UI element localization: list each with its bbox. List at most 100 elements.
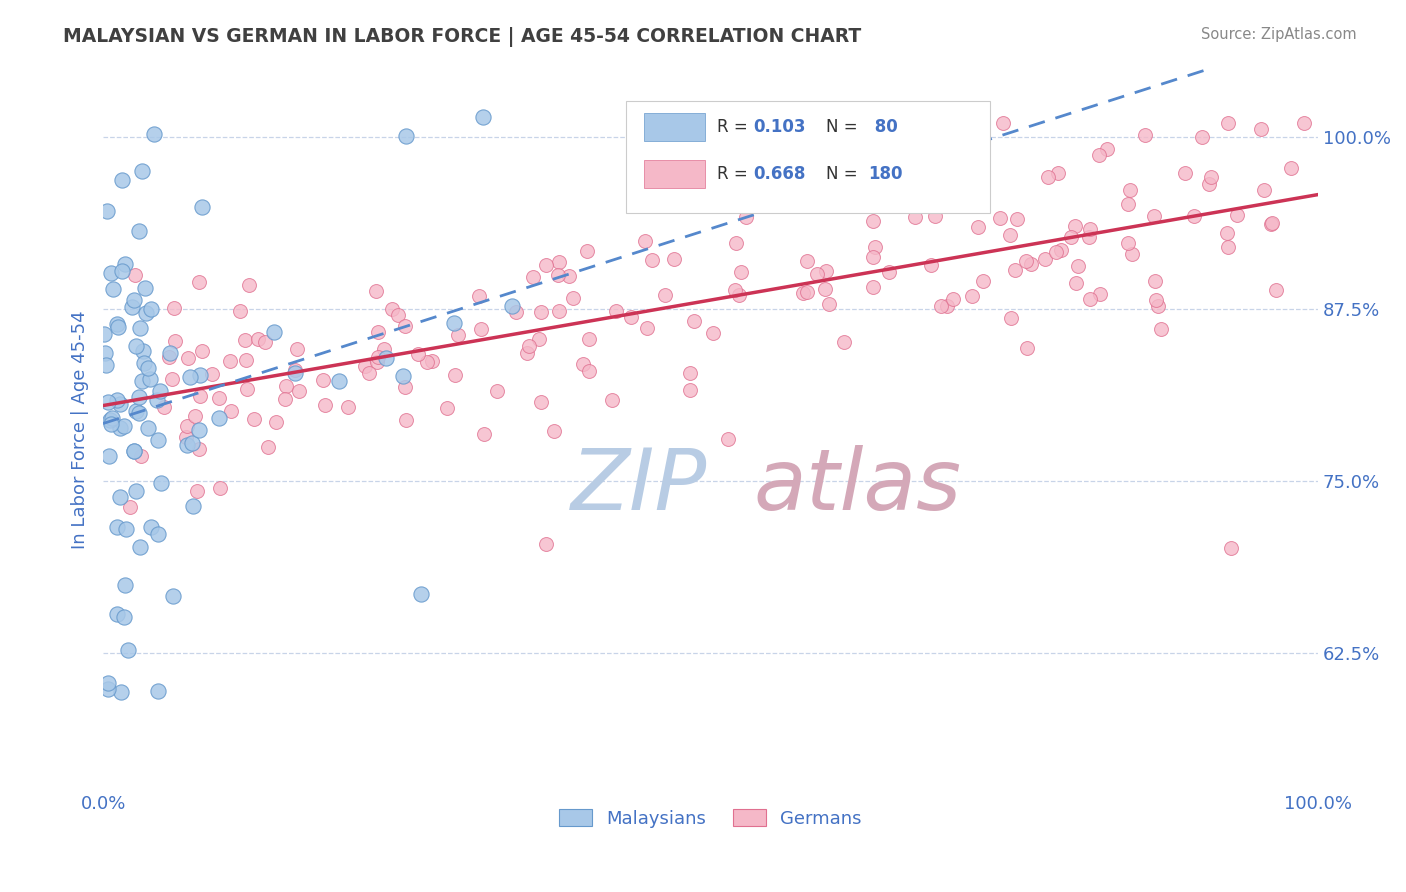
Point — [935, 180, 957, 194]
Point — [190, 200, 212, 214]
Point — [1004, 262, 1026, 277]
Point — [160, 372, 183, 386]
Point — [1045, 244, 1067, 259]
Point — [136, 421, 159, 435]
Text: Source: ZipAtlas.com: Source: ZipAtlas.com — [1201, 27, 1357, 42]
Point — [1050, 243, 1073, 257]
Point — [263, 325, 285, 339]
Point — [470, 322, 492, 336]
Point — [505, 305, 527, 319]
Point — [1000, 311, 1022, 326]
Point — [735, 210, 758, 224]
Point — [153, 400, 176, 414]
Point — [1143, 209, 1166, 223]
FancyBboxPatch shape — [626, 101, 990, 213]
Point — [146, 392, 169, 407]
Point — [534, 258, 557, 272]
Text: R =: R = — [717, 165, 752, 183]
Point — [150, 475, 173, 490]
Point — [98, 413, 121, 427]
Point — [97, 681, 120, 696]
Point — [108, 397, 131, 411]
Point — [406, 347, 429, 361]
Point — [190, 389, 212, 403]
Point — [1014, 254, 1036, 268]
Point — [1078, 222, 1101, 236]
Point — [132, 356, 155, 370]
Point — [121, 300, 143, 314]
Point — [117, 643, 139, 657]
Point — [600, 392, 623, 407]
Point — [112, 610, 135, 624]
Point — [530, 305, 553, 319]
Point — [654, 288, 676, 302]
Point — [146, 433, 169, 447]
Point — [254, 335, 277, 350]
Point — [548, 303, 571, 318]
Point — [136, 361, 159, 376]
Point — [575, 244, 598, 258]
Point — [122, 293, 145, 307]
Point — [394, 319, 416, 334]
Text: 0.103: 0.103 — [754, 118, 806, 136]
Point — [1064, 219, 1087, 233]
Point — [633, 163, 655, 178]
Point — [94, 346, 117, 360]
Point — [969, 162, 991, 177]
Point — [392, 369, 415, 384]
Point — [679, 366, 702, 380]
Point — [131, 163, 153, 178]
Point — [1198, 177, 1220, 191]
Point — [873, 197, 896, 211]
Point — [730, 264, 752, 278]
Point — [814, 282, 837, 296]
Point — [236, 382, 259, 396]
Text: 80: 80 — [869, 118, 897, 136]
Point — [702, 326, 724, 340]
Point — [110, 490, 132, 504]
Point — [146, 527, 169, 541]
Point — [105, 607, 128, 622]
Point — [336, 401, 359, 415]
Point — [128, 224, 150, 238]
Point — [132, 343, 155, 358]
Point — [1033, 252, 1056, 267]
Point — [100, 417, 122, 431]
Point — [367, 325, 389, 339]
Text: N =: N = — [827, 118, 863, 136]
Point — [1064, 277, 1087, 291]
Point — [918, 166, 941, 180]
Point — [1226, 208, 1249, 222]
Point — [1292, 116, 1315, 130]
Point — [517, 339, 540, 353]
Point — [287, 384, 309, 398]
Point — [1095, 141, 1118, 155]
Point — [724, 235, 747, 250]
Point — [862, 251, 884, 265]
Point — [1116, 197, 1139, 211]
Point — [229, 304, 252, 318]
Point — [443, 316, 465, 330]
Point — [1279, 161, 1302, 176]
Point — [444, 368, 467, 382]
Point — [364, 284, 387, 298]
Point — [636, 321, 658, 335]
Point — [284, 362, 307, 376]
Point — [176, 419, 198, 434]
Point — [187, 275, 209, 289]
Point — [141, 302, 163, 317]
Point — [97, 675, 120, 690]
Point — [176, 438, 198, 452]
Point — [1088, 147, 1111, 161]
Point — [105, 317, 128, 331]
Point — [522, 270, 544, 285]
Point — [832, 335, 855, 350]
Point — [157, 350, 180, 364]
Point — [165, 334, 187, 348]
Point — [1220, 541, 1243, 555]
Text: MALAYSIAN VS GERMAN IN LABOR FORCE | AGE 45-54 CORRELATION CHART: MALAYSIAN VS GERMAN IN LABOR FORCE | AGE… — [63, 27, 862, 46]
Point — [817, 297, 839, 311]
Point — [1078, 293, 1101, 307]
Point — [927, 180, 949, 194]
Point — [920, 259, 942, 273]
